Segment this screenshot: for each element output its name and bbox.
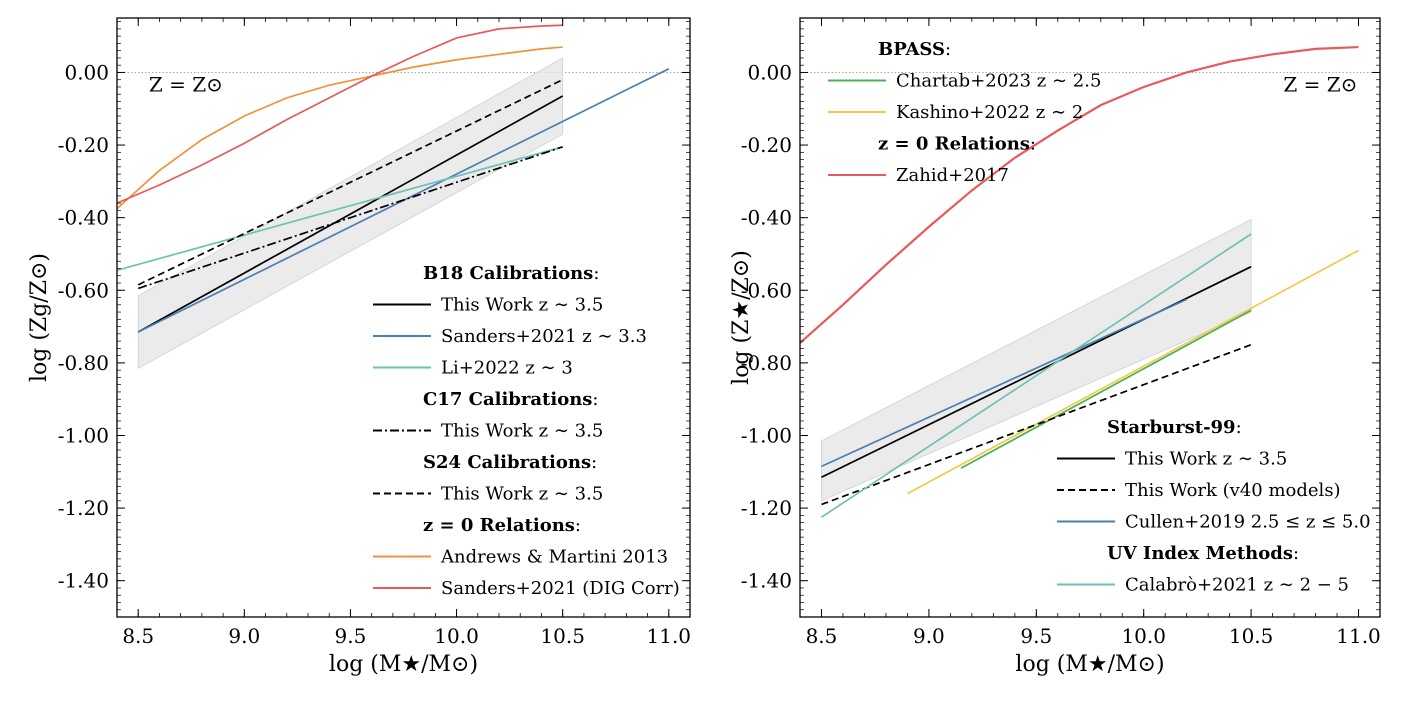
legend-group-header-colon: : [1030,134,1036,155]
y-tick-label: -0.40 [741,206,792,230]
legend-label: This Work (v40 models) [1125,480,1341,501]
legend-group-header: z = 0 Relations: [878,134,1036,155]
legend-group-header-colon: : [591,452,597,473]
x-tick-label: 10.0 [1121,624,1166,648]
x-axis-label: log (M★/M⊙) [329,652,478,677]
y-tick-label: -1.20 [58,496,109,520]
series-line-0 [137,95,564,333]
series-line-5 [821,298,1188,468]
left-panel-mzr-gas: Z = Z⊙ 8.5 9.0 9.5 10.0 10.5 11.0 0.00 -0.20 -0.4… [27,17,692,677]
x-tick-label: 11.0 [1336,624,1381,648]
legend-label: Andrews & Martini 2013 [440,547,668,568]
series-line-6 [117,24,563,204]
x-tick-label: 8.5 [122,624,154,648]
legend-label: Cullen+2019 2.5 ≤ z ≤ 5.0 [1125,512,1371,533]
y-tick-label: -0.60 [58,278,109,302]
x-tick-label: 9.0 [228,624,260,648]
legend-lower-right: Starburst-99: This Work z ∼ 3.5 This Work … [1057,417,1371,596]
series-line-4 [137,78,564,286]
y-tick-label: -1.00 [741,423,792,447]
legend-group-header-colon: : [575,515,581,536]
x-tick-label: 11.0 [647,624,692,648]
legend-label: Calabrò+2021 z ∼ 2 − 5 [1125,575,1349,596]
right-panel-mzr-stellar: Z = Z⊙ 8.5 9.0 9.5 10.0 10.5 11.0 0.00 -0.20 -0.4… [729,17,1381,677]
legend-lower-right: B18 Calibrations: This Work z ∼ 3.5 Sander… [373,263,680,599]
y-tick-label: -1.40 [741,569,792,593]
uncertainty-band [821,218,1252,502]
series-line-2 [117,146,563,272]
x-tick-label: 8.5 [806,624,838,648]
y-tick-label: -0.20 [58,133,109,157]
legend-label: Chartab+2023 z ∼ 2.5 [896,71,1101,92]
legend-label: This Work z ∼ 3.5 [1125,449,1287,470]
series-line-2 [800,45,1359,344]
y-axis-label: log (Z★/Z⊙) [729,250,754,385]
series-line-5 [117,46,563,210]
y-tick-label: -0.60 [741,278,792,302]
legend-group-header: BPASS: [878,39,951,60]
y-tick-label: -1.40 [58,569,109,593]
legend-label: Kashino+2022 z ∼ 2 [896,102,1083,123]
x-tick-label: 10.5 [1229,624,1274,648]
solar-reference-label: Z = Z⊙ [1283,72,1357,96]
legend-label: Sanders+2021 z ∼ 3.3 [441,326,647,347]
plot-area [117,24,690,370]
legend-group-header: Starburst-99: [1107,417,1242,438]
series-line-3 [137,146,563,290]
plot-area [800,45,1380,518]
x-tick-label: 9.5 [335,624,367,648]
solar-reference-label: Z = Z⊙ [149,72,223,96]
series-line-0 [960,309,1252,469]
legend-group-header-colon: : [1293,543,1299,564]
legend-label: This Work z ∼ 3.5 [441,484,603,505]
y-tick-label: -0.20 [741,133,792,157]
legend-group-header-colon: : [1236,417,1242,438]
legend-group-header: B18 Calibrations: [423,263,599,284]
legend-label: Li+2022 z ∼ 3 [441,358,573,379]
y-tick-label: -0.40 [58,206,109,230]
x-axis-label: log (M★/M⊙) [1015,652,1164,677]
legend-group-header-colon: : [592,389,598,410]
y-tick-label: -1.00 [58,423,109,447]
series-line-1 [907,249,1359,495]
legend-label: Sanders+2021 (DIG Corr) [441,578,680,599]
legend-group-header: S24 Calibrations: [423,452,597,473]
legend-group-header-colon: : [945,39,951,60]
legend-label: This Work z ∼ 3.5 [441,421,603,442]
y-tick-label: -0.80 [58,351,109,375]
series-line-3 [821,265,1252,478]
legend-group-header-colon: : [593,263,599,284]
y-tick-label: 0.00 [64,60,109,84]
y-tick-label: 0.00 [747,60,792,84]
legend-group-header: z = 0 Relations: [423,515,581,536]
x-tick-label: 10.0 [434,624,479,648]
y-axis-label: log (Zg/Z⊙) [27,253,52,382]
axes-frame [799,17,1381,618]
series-line-6 [821,233,1252,518]
y-tick-label: -0.80 [741,351,792,375]
x-tick-label: 9.0 [913,624,945,648]
axes-frame [116,17,691,618]
legend-group-header: C17 Calibrations: [423,389,599,410]
x-tick-label: 9.5 [1020,624,1052,648]
legend-label: This Work z ∼ 3.5 [441,295,603,316]
x-tick-label: 10.5 [540,624,585,648]
legend-upper-left: BPASS: Chartab+2023 z ∼ 2.5 Kashino+2022 z… [828,39,1101,186]
legend-group-header: UV Index Methods: [1107,543,1299,564]
legend-label: Zahid+2017 [896,165,1009,186]
y-tick-label: -1.20 [741,496,792,520]
